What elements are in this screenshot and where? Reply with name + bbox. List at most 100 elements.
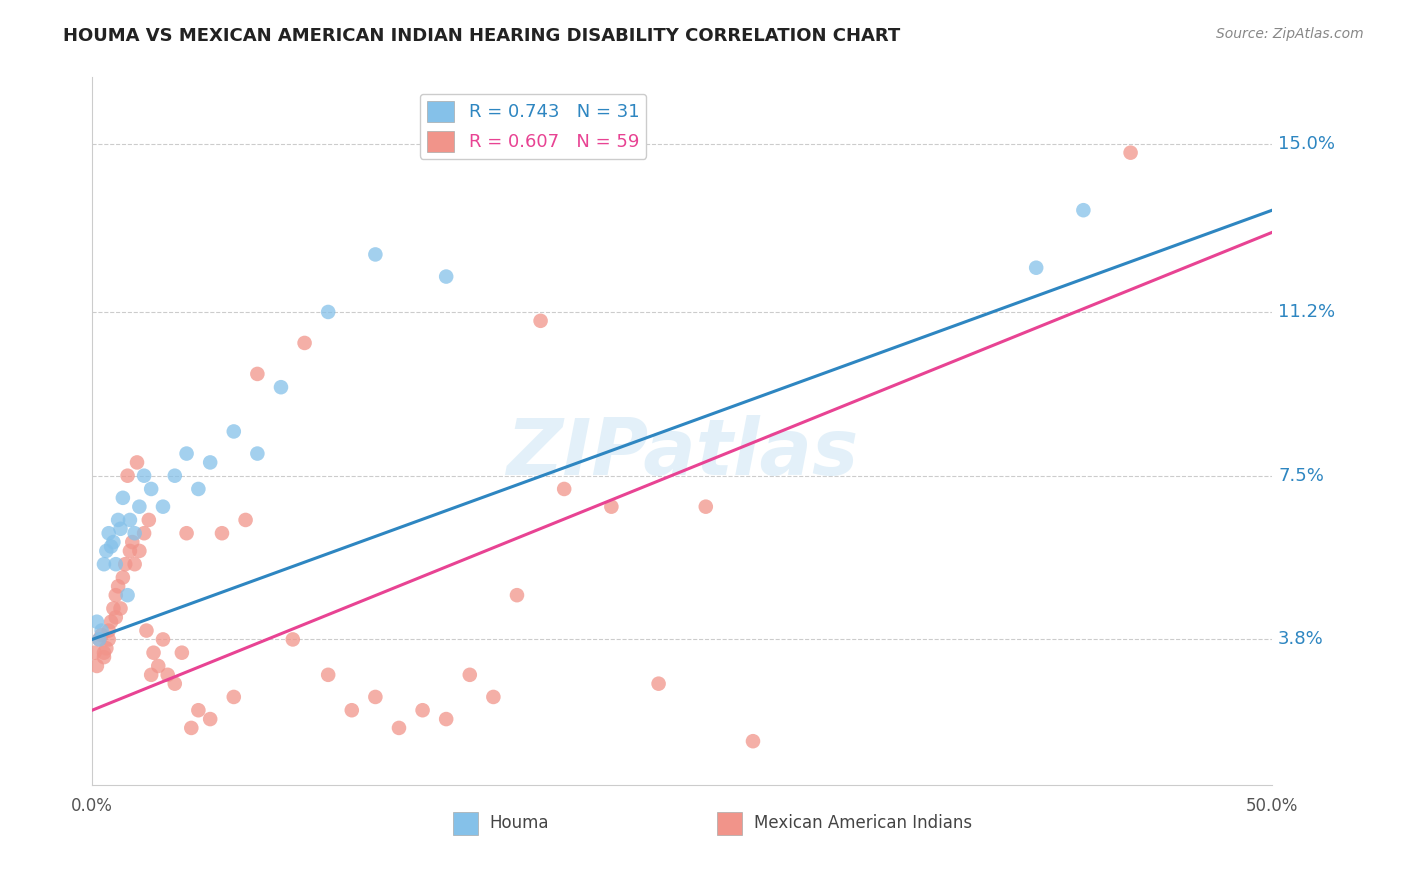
Point — [246, 446, 269, 460]
Point — [364, 247, 387, 261]
Text: 15.0%: 15.0% — [1278, 135, 1336, 153]
Point — [163, 468, 186, 483]
Point — [100, 615, 122, 629]
Point — [103, 535, 125, 549]
Point — [246, 367, 269, 381]
Point — [93, 558, 115, 572]
Point — [170, 646, 193, 660]
Point — [412, 703, 434, 717]
Point — [270, 380, 292, 394]
Point — [142, 646, 165, 660]
Point — [107, 513, 129, 527]
Point — [97, 632, 120, 647]
Point — [211, 526, 233, 541]
Point — [553, 482, 575, 496]
Text: 3.8%: 3.8% — [1278, 631, 1324, 648]
Point — [117, 588, 139, 602]
Point — [364, 690, 387, 704]
Point — [506, 588, 529, 602]
Point — [222, 690, 245, 704]
Point — [125, 455, 148, 469]
Point — [114, 558, 136, 572]
Point — [110, 522, 132, 536]
Point — [152, 500, 174, 514]
Text: HOUMA VS MEXICAN AMERICAN INDIAN HEARING DISABILITY CORRELATION CHART: HOUMA VS MEXICAN AMERICAN INDIAN HEARING… — [63, 27, 900, 45]
Point — [316, 305, 339, 319]
Point — [124, 558, 146, 572]
Text: ZIPatlas: ZIPatlas — [506, 415, 858, 491]
Text: Houma: Houma — [489, 814, 548, 832]
Point — [96, 544, 118, 558]
Point — [222, 425, 245, 439]
Point — [83, 646, 105, 660]
Point — [529, 314, 551, 328]
Point — [93, 646, 115, 660]
Point — [180, 721, 202, 735]
Point — [89, 632, 111, 647]
Point — [132, 468, 155, 483]
Point — [118, 544, 141, 558]
Point — [93, 650, 115, 665]
Point — [388, 721, 411, 735]
Point — [1073, 203, 1095, 218]
Point — [340, 703, 363, 717]
Point — [600, 500, 623, 514]
Text: Mexican American Indians: Mexican American Indians — [754, 814, 972, 832]
Point — [1119, 145, 1142, 160]
Point — [163, 676, 186, 690]
Text: 7.5%: 7.5% — [1278, 467, 1324, 484]
Point — [187, 703, 209, 717]
Point — [316, 668, 339, 682]
Point — [135, 624, 157, 638]
Point — [148, 659, 170, 673]
Point — [100, 540, 122, 554]
Point — [141, 668, 163, 682]
Text: 11.2%: 11.2% — [1278, 303, 1336, 321]
Point — [111, 491, 134, 505]
Point — [118, 513, 141, 527]
Point — [104, 610, 127, 624]
Point — [132, 526, 155, 541]
Point — [86, 659, 108, 673]
Point — [110, 601, 132, 615]
Text: Source: ZipAtlas.com: Source: ZipAtlas.com — [1216, 27, 1364, 41]
Point — [742, 734, 765, 748]
Point — [647, 676, 669, 690]
Point — [235, 513, 257, 527]
Point — [86, 615, 108, 629]
Point — [1025, 260, 1047, 275]
Point — [128, 544, 150, 558]
Point — [103, 601, 125, 615]
Point — [89, 632, 111, 647]
Point — [117, 468, 139, 483]
Point — [90, 624, 112, 638]
Point — [156, 668, 179, 682]
Point — [434, 269, 457, 284]
Point — [111, 570, 134, 584]
Point — [187, 482, 209, 496]
Point — [695, 500, 717, 514]
Point — [294, 335, 316, 350]
Point — [458, 668, 481, 682]
Point — [138, 513, 160, 527]
Point — [198, 712, 221, 726]
Point — [434, 712, 457, 726]
Point — [97, 526, 120, 541]
Point — [482, 690, 505, 704]
Point — [141, 482, 163, 496]
Point — [107, 579, 129, 593]
Point — [104, 588, 127, 602]
Point — [176, 446, 198, 460]
Point — [97, 624, 120, 638]
Point — [90, 628, 112, 642]
Point — [281, 632, 304, 647]
Point — [104, 558, 127, 572]
Point — [152, 632, 174, 647]
Point — [96, 641, 118, 656]
Point — [176, 526, 198, 541]
Point — [121, 535, 143, 549]
Point — [198, 455, 221, 469]
Point — [128, 500, 150, 514]
Point — [124, 526, 146, 541]
Legend: R = 0.743   N = 31, R = 0.607   N = 59: R = 0.743 N = 31, R = 0.607 N = 59 — [420, 94, 647, 159]
